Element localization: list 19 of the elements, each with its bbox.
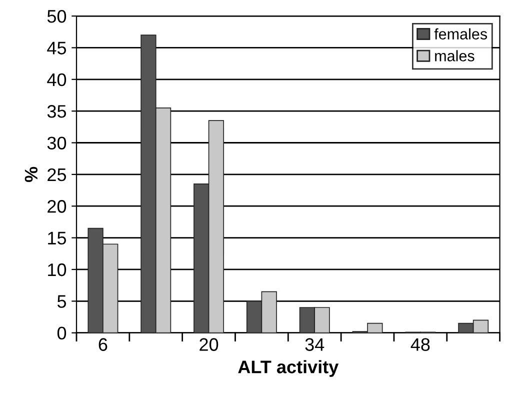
x-tick-label: 34 [305,338,324,351]
y-tick-label: 25 [48,168,66,182]
y-tick-label: 5 [57,295,66,308]
y-tick-label: 0 [57,326,66,340]
y-tick-label: 15 [48,232,66,245]
y-tick-label: 40 [47,73,66,86]
x-tick-label: 20 [200,338,218,351]
y-tick-label: 10 [48,263,66,276]
x-tick-label: 48 [410,338,430,351]
y-tick-label: 45 [47,42,66,54]
y-tick-label: 20 [48,200,66,213]
y-tick-label: 35 [47,105,66,118]
legend-label: males [435,50,474,62]
x-axis-title: ALT activity [238,360,339,377]
y-axis-title: % [24,166,38,182]
legend-label: females [434,28,488,40]
x-tick-label: 6 [98,338,108,351]
y-tick-label: 30 [47,136,66,150]
y-tick-label: 50 [47,10,66,23]
